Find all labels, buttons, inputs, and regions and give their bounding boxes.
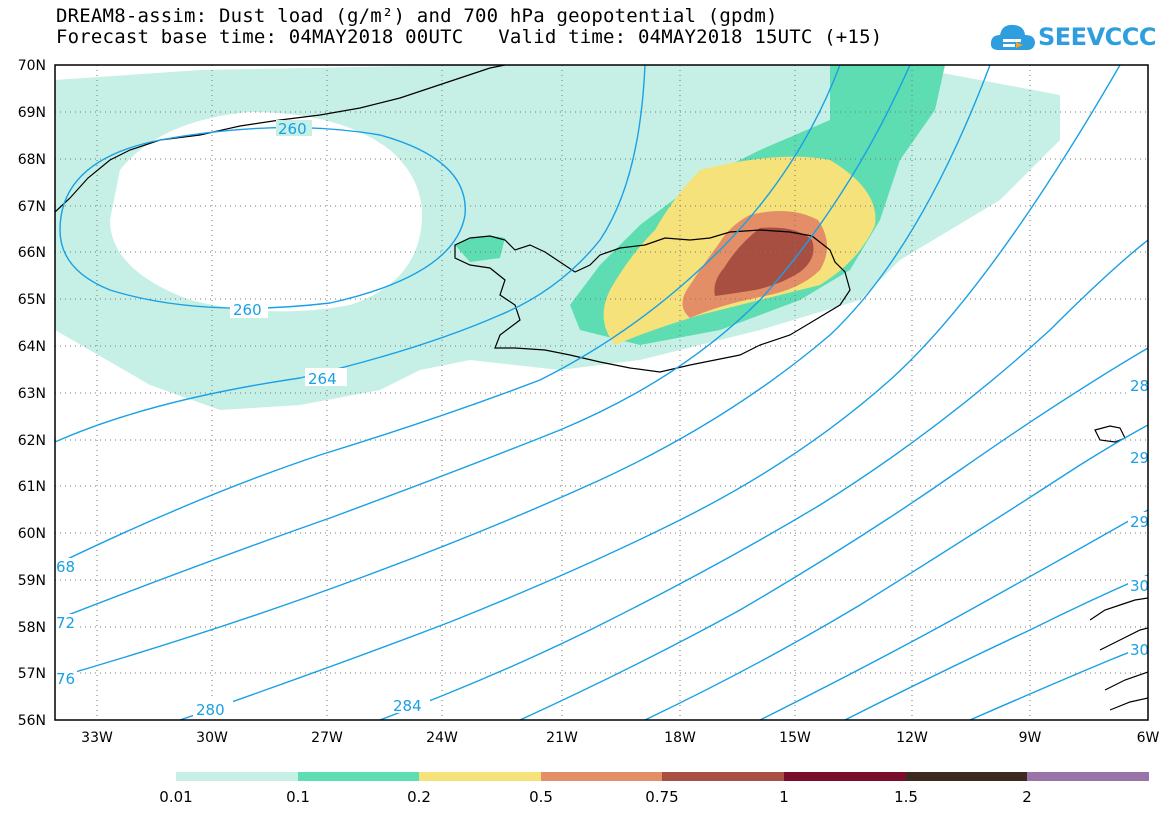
lat-label: 65N [18, 292, 46, 308]
contour-300 [844, 574, 1148, 720]
iceland-coast [454, 229, 851, 373]
colorbar-label: 1 [779, 788, 789, 806]
lat-gridlines [55, 111, 1148, 674]
lon-label: 15W [779, 730, 811, 746]
lat-label: 59N [18, 573, 46, 589]
colorbar-label: 0.5 [529, 788, 553, 806]
lat-label: 56N [18, 713, 46, 729]
lat-label: 67N [18, 199, 46, 215]
contour-296 [759, 509, 1148, 720]
contour-288 [519, 347, 1148, 720]
lon-label: 24W [426, 730, 458, 746]
lat-label: 60N [18, 526, 46, 542]
lon-label: 12W [896, 730, 928, 746]
colorbar-swatch [662, 772, 784, 781]
lon-label: 27W [311, 730, 343, 746]
contour-label: 29 [1130, 449, 1149, 467]
contour-264 [55, 65, 646, 443]
lat-label: 62N [18, 433, 46, 449]
colorbar-swatch [1027, 772, 1149, 781]
colorbar-label: 0.75 [645, 788, 678, 806]
chart-title-line1: DREAM8-assim: Dust load (g/m²) and 700 h… [56, 5, 778, 27]
lat-labels: 70N 69N 68N 67N 66N 65N 64N 63N 62N 61N … [18, 58, 46, 729]
colorbar-label: 0.01 [159, 788, 192, 806]
colorbar-label: 2 [1022, 788, 1032, 806]
lat-label: 61N [18, 479, 46, 495]
lon-gridlines [96, 65, 1031, 720]
lat-label: 69N [18, 105, 46, 121]
colorbar-label: 0.1 [286, 788, 310, 806]
colorbar-label: 1.5 [894, 788, 918, 806]
colorbar-swatch [906, 772, 1027, 781]
lat-label: 66N [18, 245, 46, 261]
colorbar-swatch [541, 772, 662, 781]
greenland-coast [55, 65, 506, 213]
lon-label: 9W [1019, 730, 1042, 746]
lat-label: 58N [18, 620, 46, 636]
contour-260 [59, 126, 466, 309]
geopotential-contours [55, 65, 1148, 720]
colorbar-labels: 0.01 0.1 0.2 0.5 0.75 1 1.5 2 [159, 788, 1031, 806]
dust-shade-0.1b [455, 236, 505, 262]
colorbar [176, 772, 1149, 781]
contour-label: 284 [393, 697, 422, 715]
contour-268 [55, 65, 841, 566]
contour-276 [55, 65, 991, 679]
contour-label: 264 [308, 370, 337, 388]
lat-label: 68N [18, 152, 46, 168]
map-frame [54, 64, 1149, 721]
cloud-icon [990, 24, 1035, 50]
seevccc-logo: SEEVCCC [990, 18, 1157, 58]
chart-title-line2: Forecast base time: 04MAY2018 00UTC Vali… [56, 26, 883, 48]
contour-label: 30 [1130, 577, 1149, 595]
lat-label: 57N [18, 666, 46, 682]
contour-label: 280 [196, 701, 225, 719]
colorbar-swatch [298, 772, 419, 781]
logo-text: SEEVCCC [1038, 23, 1157, 51]
lat-label: 64N [18, 339, 46, 355]
contour-272 [55, 65, 911, 621]
lon-label: 6W [1137, 730, 1160, 746]
contour-label: 260 [233, 301, 262, 319]
lon-label: 30W [196, 730, 228, 746]
colorbar-swatch [176, 772, 298, 781]
contour-284 [379, 239, 1148, 720]
lat-label: 63N [18, 386, 46, 402]
contour-292 [644, 424, 1148, 720]
contour-label: 72 [56, 614, 75, 632]
contour-label: 29 [1130, 513, 1149, 531]
contour-label: 28 [1130, 377, 1149, 395]
contour-280 [179, 65, 1121, 720]
colorbar-swatch [784, 772, 906, 781]
lon-label: 33W [81, 730, 113, 746]
lon-label: 21W [546, 730, 578, 746]
lon-labels: 33W 30W 27W 24W 21W 18W 15W 12W 9W 6W [81, 730, 1159, 746]
colorbar-label: 0.2 [407, 788, 431, 806]
contour-labels: 260 260 264 68 72 76 280 284 28 29 29 30… [55, 120, 1149, 719]
contour-label: 260 [278, 120, 307, 138]
colorbar-swatch [419, 772, 541, 781]
dust-shade-0.75 [714, 227, 814, 296]
contour-label: 76 [56, 670, 75, 688]
contour-label: 68 [56, 558, 75, 576]
lon-label: 18W [664, 730, 696, 746]
contour-label: 30 [1130, 641, 1149, 659]
lat-label: 70N [18, 58, 46, 74]
scotland-coast [1089, 597, 1148, 711]
dust-clear-area [110, 112, 422, 312]
coastlines [55, 65, 1148, 711]
